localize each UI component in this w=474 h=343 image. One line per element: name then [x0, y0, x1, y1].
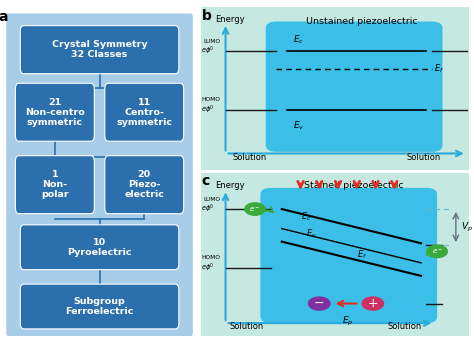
Text: Energy: Energy	[215, 15, 245, 24]
Text: Subgroup
Ferroelectric: Subgroup Ferroelectric	[65, 297, 134, 316]
Text: $e^-$: $e^-$	[431, 247, 443, 256]
FancyBboxPatch shape	[266, 22, 442, 152]
Text: $E_c$: $E_c$	[301, 211, 311, 223]
FancyBboxPatch shape	[6, 13, 193, 336]
Circle shape	[427, 245, 447, 258]
Text: $e\phi^0$: $e\phi^0$	[201, 262, 215, 274]
Text: $E_f$: $E_f$	[357, 249, 367, 261]
FancyBboxPatch shape	[20, 26, 179, 74]
Text: −: −	[314, 297, 325, 310]
Text: c: c	[201, 174, 210, 188]
Circle shape	[245, 203, 265, 215]
FancyBboxPatch shape	[105, 83, 184, 141]
FancyBboxPatch shape	[20, 225, 179, 270]
Text: $e\phi^0$: $e\phi^0$	[201, 203, 215, 215]
Text: +: +	[367, 297, 378, 310]
FancyBboxPatch shape	[201, 7, 469, 170]
Text: 1
Non-
polar: 1 Non- polar	[41, 170, 69, 199]
Text: 11
Centro-
symmetric: 11 Centro- symmetric	[116, 98, 172, 127]
Text: $E_v$: $E_v$	[292, 119, 304, 132]
Text: HOMO: HOMO	[201, 97, 220, 102]
Text: 21
Non-centro
symmetric: 21 Non-centro symmetric	[25, 98, 85, 127]
Text: a: a	[0, 10, 8, 24]
Text: $E_v$: $E_v$	[306, 227, 317, 240]
Text: LUMO: LUMO	[203, 38, 220, 44]
Text: Unstained piezoelectric: Unstained piezoelectric	[306, 16, 418, 26]
Text: HOMO: HOMO	[201, 256, 220, 260]
Text: $e\phi^0$: $e\phi^0$	[201, 45, 215, 57]
Text: 10
Pyroelectric: 10 Pyroelectric	[67, 238, 132, 257]
Text: $V_p$: $V_p$	[461, 221, 473, 234]
Circle shape	[309, 297, 330, 310]
Text: $e\phi^0$: $e\phi^0$	[201, 103, 215, 116]
Text: Solution: Solution	[388, 322, 422, 331]
FancyBboxPatch shape	[260, 188, 437, 323]
Text: $E_c$: $E_c$	[292, 34, 304, 46]
Text: Solution: Solution	[233, 153, 267, 162]
FancyBboxPatch shape	[201, 173, 469, 336]
Text: $E_f$: $E_f$	[435, 62, 445, 75]
Text: LUMO: LUMO	[203, 197, 220, 202]
Text: Stained piezoelectric: Stained piezoelectric	[304, 181, 404, 190]
Text: $E_p$: $E_p$	[342, 315, 353, 328]
Text: b: b	[201, 9, 211, 23]
Text: 20
Piezo-
electric: 20 Piezo- electric	[124, 170, 164, 199]
Text: Crystal Symmetry
32 Classes: Crystal Symmetry 32 Classes	[52, 40, 147, 59]
FancyBboxPatch shape	[15, 156, 94, 214]
Text: $e^-$: $e^-$	[249, 205, 261, 213]
Circle shape	[362, 297, 383, 310]
Text: Energy: Energy	[215, 181, 245, 190]
Text: Solution: Solution	[407, 153, 441, 162]
FancyBboxPatch shape	[20, 284, 179, 329]
FancyBboxPatch shape	[105, 156, 184, 214]
FancyBboxPatch shape	[15, 83, 94, 141]
Text: Solution: Solution	[230, 322, 264, 331]
